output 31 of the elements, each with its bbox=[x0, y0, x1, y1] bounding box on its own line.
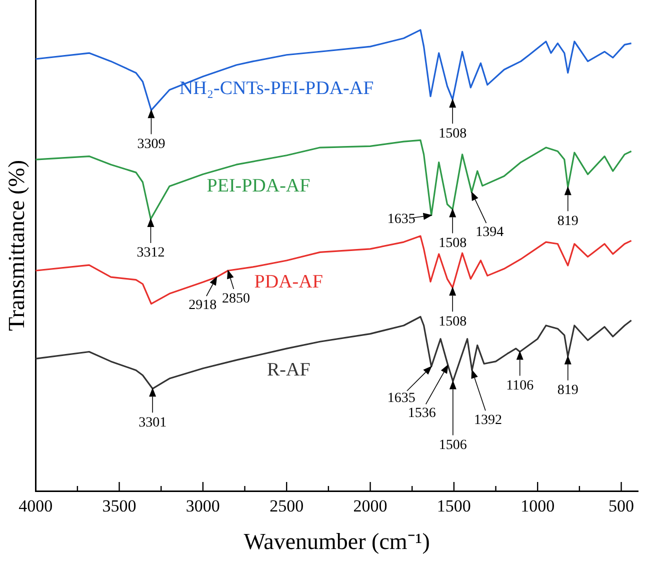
x-tick-label: 2000 bbox=[353, 496, 388, 516]
annotation: 2850 bbox=[222, 291, 250, 306]
y-axis-title: Transmittance (%) bbox=[4, 160, 29, 331]
annotation: 1506 bbox=[438, 438, 467, 453]
series-label: PEI-PDA-AF bbox=[206, 176, 310, 197]
annotation: 1635 bbox=[387, 391, 416, 406]
series-label: PDA-AF bbox=[254, 271, 323, 292]
x-tick-label: 2500 bbox=[270, 496, 304, 516]
annotation: 2918 bbox=[188, 298, 217, 313]
annotation: 1508 bbox=[438, 236, 467, 251]
annotation: 1508 bbox=[438, 314, 467, 330]
x-tick-label: 3500 bbox=[102, 496, 136, 516]
series-label: R-AF bbox=[266, 360, 310, 381]
annotation: 819 bbox=[557, 214, 578, 229]
x-tick-label: 1500 bbox=[436, 496, 471, 516]
x-tick-label: 500 bbox=[608, 496, 634, 516]
annotation: 1392 bbox=[474, 412, 502, 428]
annotation: 1508 bbox=[438, 126, 467, 142]
x-tick-label: 1000 bbox=[520, 496, 555, 516]
annotation: 3301 bbox=[138, 415, 167, 430]
annotation: 1635 bbox=[387, 212, 416, 227]
annotation: 1106 bbox=[506, 378, 534, 394]
annotation: 1536 bbox=[408, 406, 436, 421]
x-tick-label: 4000 bbox=[18, 496, 53, 516]
x-axis-title: Wavenumber (cm⁻¹) bbox=[244, 529, 430, 554]
annotation: 3309 bbox=[137, 136, 166, 152]
x-tick-label: 3000 bbox=[186, 496, 220, 516]
annotation: 819 bbox=[557, 383, 578, 398]
annotation: 1394 bbox=[476, 224, 504, 240]
series-label: NH₂-CNTs-PEI-PDA-AF bbox=[179, 78, 374, 99]
annotation: 3312 bbox=[136, 246, 165, 261]
